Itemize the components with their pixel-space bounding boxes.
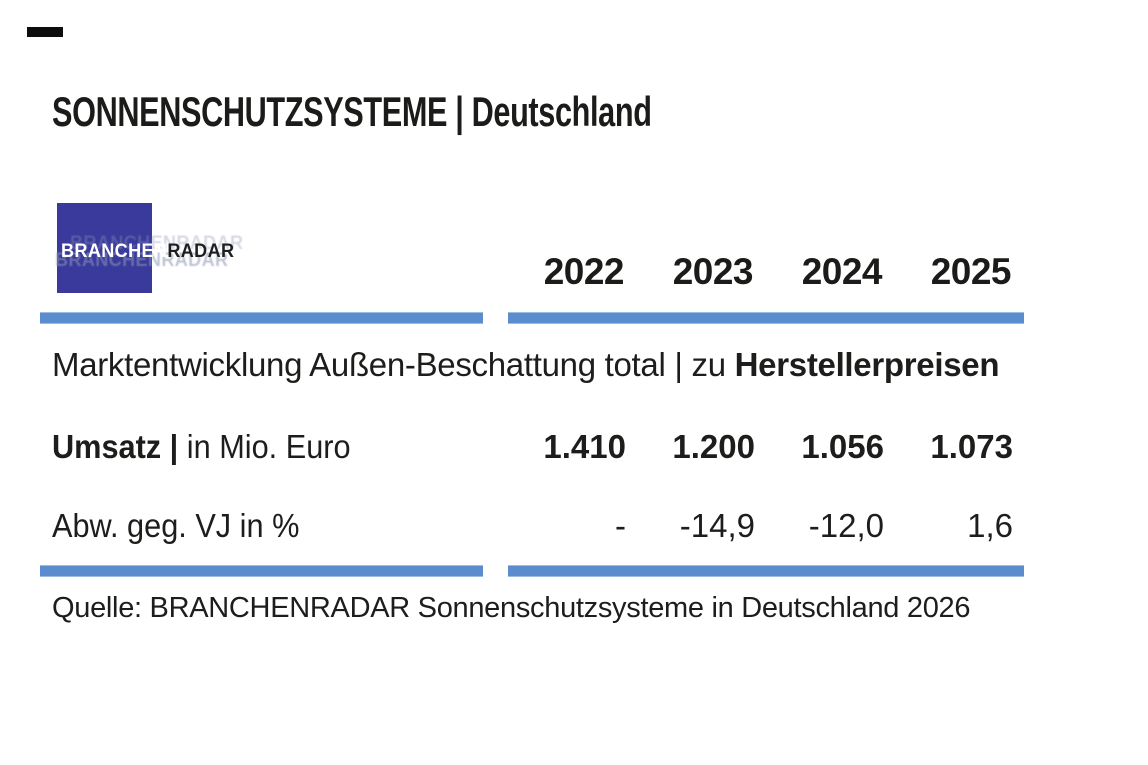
abw-value-2024: -12,0 <box>808 507 884 544</box>
divider-bar-bottom-left <box>40 565 483 577</box>
divider-bar-bottom-right <box>508 565 1024 577</box>
umsatz-value-2024: 1.056 <box>801 428 884 465</box>
logo-text-radar: RADAR <box>167 241 235 262</box>
branchenradar-logo: BRANCHENRADAR BRANCHENRADAR BRANCHENRADA… <box>55 203 277 295</box>
umsatz-label-unit: in Mio. Euro <box>186 428 351 465</box>
umsatz-label-bold: Umsatz | <box>52 428 187 465</box>
umsatz-value-2025: 1.073 <box>930 428 1013 465</box>
row-label-abw: Abw. geg. VJ in % <box>52 507 300 544</box>
section-header: Marktentwicklung Außen-Beschattung total… <box>52 346 999 384</box>
year-header-2023: 2023 <box>672 251 754 292</box>
abw-value-2023: -14,9 <box>679 507 755 544</box>
ink-mark <box>27 27 63 37</box>
logo-ghost-text: BRANCHENRADAR <box>55 250 229 271</box>
umsatz-value-2022: 1.410 <box>543 428 626 465</box>
logo-wordmark: BRANCHENRADAR <box>61 241 234 263</box>
abw-value-2022: - <box>615 507 626 544</box>
divider-bar-top-left <box>40 312 483 324</box>
section-header-regular: Marktentwicklung Außen-Beschattung total… <box>52 346 735 383</box>
logo-blue-square <box>57 203 152 293</box>
source-line: Quelle: BRANCHENRADAR Sonnenschutzsystem… <box>52 592 971 624</box>
abw-value-2025: 1,6 <box>967 507 1013 544</box>
divider-bar-top-right <box>508 312 1024 324</box>
logo-ghost-text: BRANCHENRADAR <box>70 233 244 254</box>
section-header-bold: Herstellerpreisen <box>734 346 1000 383</box>
year-header-2022: 2022 <box>543 251 625 292</box>
row-label-umsatz: Umsatz | in Mio. Euro <box>52 428 351 466</box>
year-header-2025: 2025 <box>930 251 1012 292</box>
logo-text-branchen: BRANCHEN <box>61 241 168 262</box>
umsatz-value-2023: 1.200 <box>672 428 755 465</box>
page-title: SONNENSCHUTZSYSTEME | Deutschland <box>52 88 652 135</box>
year-header-2024: 2024 <box>801 251 883 292</box>
